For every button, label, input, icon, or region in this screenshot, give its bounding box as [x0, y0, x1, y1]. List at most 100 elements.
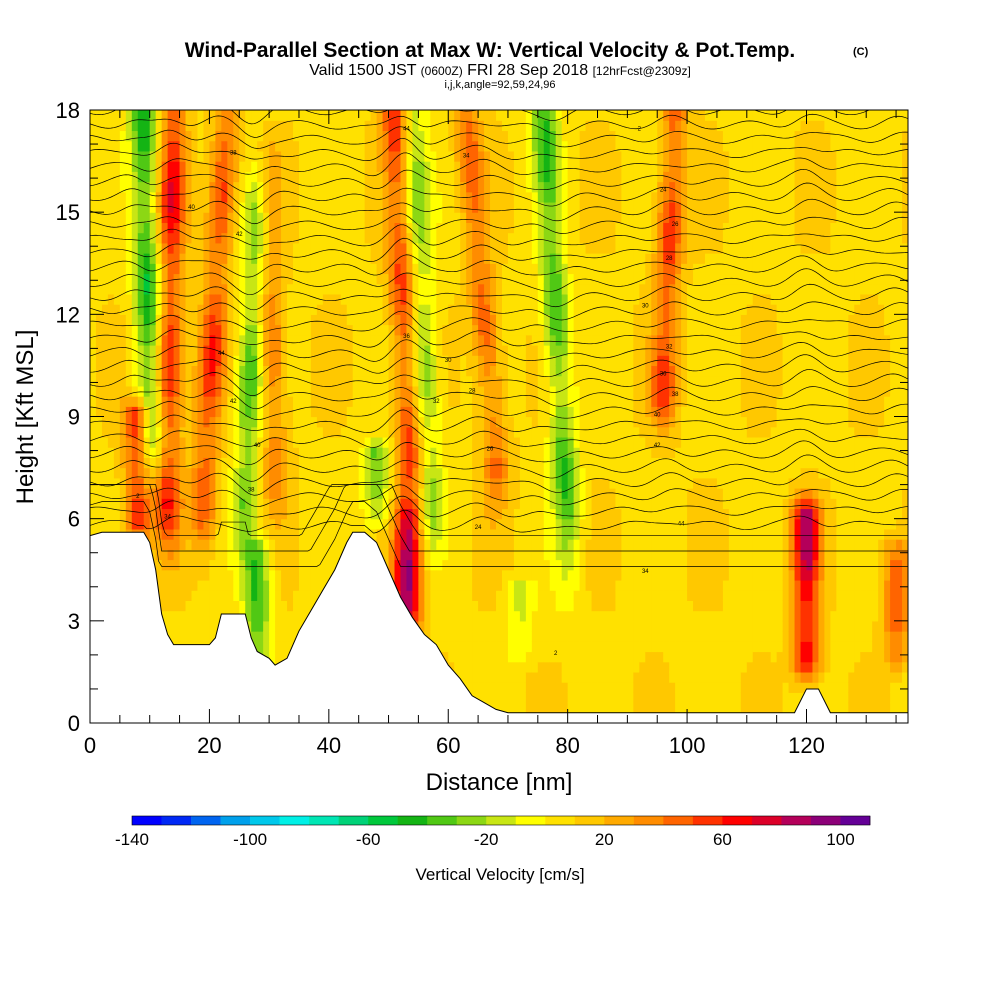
- w-cell: [376, 273, 384, 285]
- w-cell: [472, 232, 479, 244]
- w-cell: [460, 140, 467, 152]
- w-cell: [245, 375, 252, 387]
- w-cell: [466, 263, 473, 275]
- w-cell: [406, 140, 414, 152]
- w-cell: [197, 406, 205, 418]
- w-cell: [143, 130, 151, 142]
- w-cell: [239, 518, 246, 530]
- w-cell: [543, 692, 551, 704]
- w-cell: [466, 222, 473, 234]
- w-cell: [496, 253, 503, 264]
- w-cell: [490, 539, 497, 550]
- w-cell: [406, 324, 414, 336]
- w-cell: [167, 508, 175, 520]
- w-cell: [400, 293, 408, 305]
- w-cell: [298, 528, 306, 540]
- w-cell: [251, 631, 258, 642]
- w-cell: [501, 426, 509, 438]
- w-cell: [137, 324, 145, 336]
- w-cell: [119, 150, 127, 162]
- w-cell: [543, 406, 551, 418]
- w-cell: [382, 518, 390, 530]
- w-cell: [543, 467, 551, 479]
- w-cell: [155, 273, 163, 285]
- w-cell: [406, 191, 414, 203]
- w-cell: [269, 641, 276, 653]
- w-cell: [119, 518, 127, 530]
- w-cell: [579, 488, 587, 499]
- w-cell: [454, 171, 461, 183]
- w-cell: [418, 130, 425, 142]
- w-cell: [245, 467, 252, 479]
- w-cell: [316, 242, 324, 254]
- w-cell: [90, 467, 97, 479]
- w-cell: [90, 293, 97, 305]
- w-cell: [364, 488, 372, 499]
- w-cell: [430, 385, 437, 397]
- w-cell: [388, 559, 396, 571]
- w-cell: [424, 477, 431, 489]
- w-cell: [227, 130, 234, 142]
- w-cell: [322, 120, 330, 132]
- w-cell: [496, 620, 503, 632]
- w-cell: [496, 447, 503, 458]
- w-cell: [185, 242, 193, 254]
- w-cell: [549, 518, 557, 530]
- w-cell: [430, 191, 437, 203]
- w-cell: [448, 273, 455, 285]
- w-cell: [251, 324, 258, 336]
- w-cell: [233, 488, 240, 499]
- w-cell: [352, 273, 360, 285]
- w-cell: [406, 365, 414, 377]
- w-cell: [424, 283, 431, 295]
- w-cell: [424, 263, 431, 275]
- w-cell: [322, 273, 330, 285]
- w-cell: [460, 620, 467, 632]
- w-cell: [484, 641, 491, 653]
- w-cell: [137, 304, 145, 315]
- w-cell: [90, 273, 97, 285]
- w-cell: [275, 201, 282, 213]
- w-cell: [179, 304, 187, 315]
- w-cell: [167, 477, 175, 489]
- w-cell: [525, 488, 533, 499]
- w-cell: [496, 610, 503, 622]
- w-cell: [466, 569, 473, 581]
- w-cell: [549, 140, 557, 152]
- w-cell: [436, 396, 443, 407]
- w-cell: [263, 201, 270, 213]
- w-cell: [525, 181, 533, 193]
- w-cell: [454, 181, 461, 193]
- w-cell: [143, 110, 151, 121]
- w-cell: [328, 488, 336, 499]
- w-cell: [269, 324, 276, 336]
- w-cell: [490, 150, 497, 162]
- w-cell: [501, 457, 509, 469]
- w-cell: [454, 416, 461, 428]
- w-cell: [179, 620, 187, 632]
- w-cell: [95, 344, 103, 356]
- w-cell: [149, 120, 157, 132]
- w-cell: [203, 120, 211, 132]
- w-cell: [400, 447, 408, 458]
- w-cell: [478, 232, 485, 244]
- w-cell: [573, 304, 581, 315]
- w-cell: [442, 426, 449, 438]
- w-cell: [143, 201, 151, 213]
- w-cell: [346, 232, 354, 244]
- w-cell: [310, 355, 318, 367]
- w-cell: [573, 191, 581, 203]
- w-cell: [484, 569, 491, 581]
- w-cell: [555, 161, 563, 172]
- w-cell: [537, 242, 545, 254]
- w-cell: [185, 222, 193, 234]
- w-cell: [107, 222, 115, 234]
- w-cell: [203, 365, 211, 377]
- w-cell: [167, 242, 175, 254]
- w-cell: [113, 436, 121, 448]
- w-cell: [179, 242, 187, 254]
- w-cell: [496, 436, 503, 448]
- w-cell: [394, 467, 402, 479]
- w-cell: [275, 396, 282, 407]
- w-cell: [519, 549, 527, 561]
